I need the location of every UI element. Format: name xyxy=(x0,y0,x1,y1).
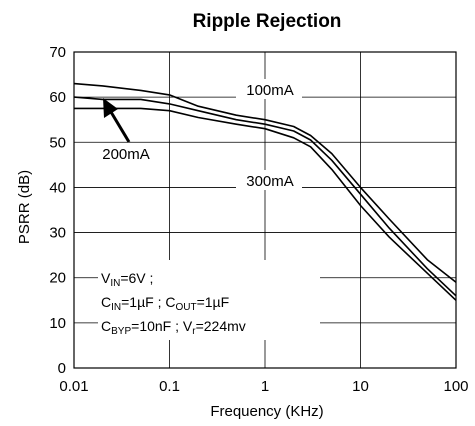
label-300-bg xyxy=(236,170,302,190)
series-line-200ma xyxy=(73,96,457,297)
label-100ma: 100mA xyxy=(246,82,294,99)
series-line-300ma xyxy=(74,107,457,301)
x-tick-label: 100 xyxy=(443,378,468,395)
label-300ma: 300mA xyxy=(246,173,294,190)
label-100-bg xyxy=(236,79,302,99)
x-tick-label: 10 xyxy=(352,378,369,395)
condition-vin: VIN=6V ; xyxy=(101,270,153,289)
y-tick-label: 20 xyxy=(49,270,66,287)
arrow-200ma xyxy=(103,98,131,143)
x-axis-label: Frequency (KHz) xyxy=(210,403,323,420)
y-tick-label: 0 xyxy=(58,360,66,377)
y-tick-label: 60 xyxy=(49,89,66,106)
x-tick-label: 0.01 xyxy=(59,378,88,395)
x-tick-label: 0.1 xyxy=(159,378,180,395)
condition-cin-cout: CIN=1µF ; COUT=1µF xyxy=(101,294,229,313)
conditions-bg xyxy=(98,260,320,340)
y-tick-label: 40 xyxy=(49,179,66,196)
x-tick-label: 1 xyxy=(261,378,269,395)
y-tick-label: 10 xyxy=(49,315,66,332)
y-tick-label: 70 xyxy=(49,44,66,61)
y-axis-label: PSRR (dB) xyxy=(16,170,33,244)
series-line-100ma xyxy=(73,82,457,283)
tick-labels: 0.01 0.1 1 10 100 0 10 20 30 40 50 60 70 xyxy=(49,44,468,395)
chart-title: Ripple Rejection xyxy=(193,11,342,32)
y-tick-label: 30 xyxy=(49,225,66,242)
condition-cbyp-vr: CBYP=10nF ; Vr=224mv xyxy=(101,318,246,337)
label-200ma: 200mA xyxy=(102,146,150,163)
series-lines xyxy=(73,82,457,301)
plot-frame xyxy=(73,51,457,369)
y-tick-label: 50 xyxy=(49,134,66,151)
